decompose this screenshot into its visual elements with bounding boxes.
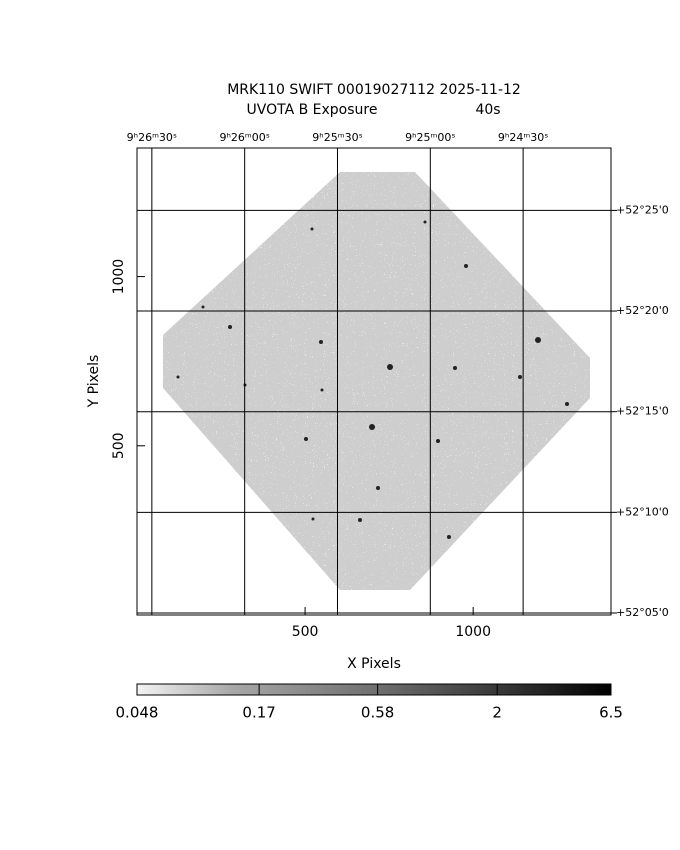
subtitle: UVOTA B Exposure (247, 102, 378, 118)
exposure-map (163, 172, 590, 590)
sky-image (163, 172, 590, 590)
y2-tick-label: +52°05'0 (616, 606, 669, 619)
y2-tick-label: +52°10'0 (616, 505, 669, 518)
colorbar-tick-label: 0.58 (361, 704, 394, 722)
colorbar-tick-label: 0.17 (242, 704, 275, 722)
y2-tick-label: +52°20'0 (616, 304, 669, 317)
colorbar-tick-label: 6.5 (599, 704, 623, 722)
x-axis-label: X Pixels (347, 656, 401, 672)
y-axis-label: Y Pixels (86, 355, 102, 409)
colorbar (136, 683, 612, 696)
y-tick-label: 1000 (111, 259, 127, 295)
colorbar-tick-label: 2 (492, 704, 502, 722)
chart-title: MRK110 SWIFT 00019027112 2025-11-12 (227, 82, 521, 98)
plot-frame (136, 147, 612, 616)
x2-tick-label: 9ʰ25ᵐ00ˢ (405, 131, 455, 144)
x2-tick-label: 9ʰ26ᵐ00ˢ (219, 131, 269, 144)
x-tick-label: 1000 (455, 624, 491, 640)
y-tick-label: 500 (111, 432, 127, 459)
exposure: 40s (475, 102, 500, 118)
x2-tick-label: 9ʰ26ᵐ30ˢ (127, 131, 177, 144)
y2-tick-label: +52°15'0 (616, 405, 669, 418)
x2-tick-label: 9ʰ25ᵐ30ˢ (312, 131, 362, 144)
y2-tick-label: +52°25'0 (616, 203, 669, 216)
sources (176, 220, 569, 539)
x-tick-label: 500 (292, 624, 319, 640)
x2-tick-label: 9ʰ24ᵐ30ˢ (498, 131, 548, 144)
colorbar-tick-label: 0.048 (116, 704, 159, 722)
